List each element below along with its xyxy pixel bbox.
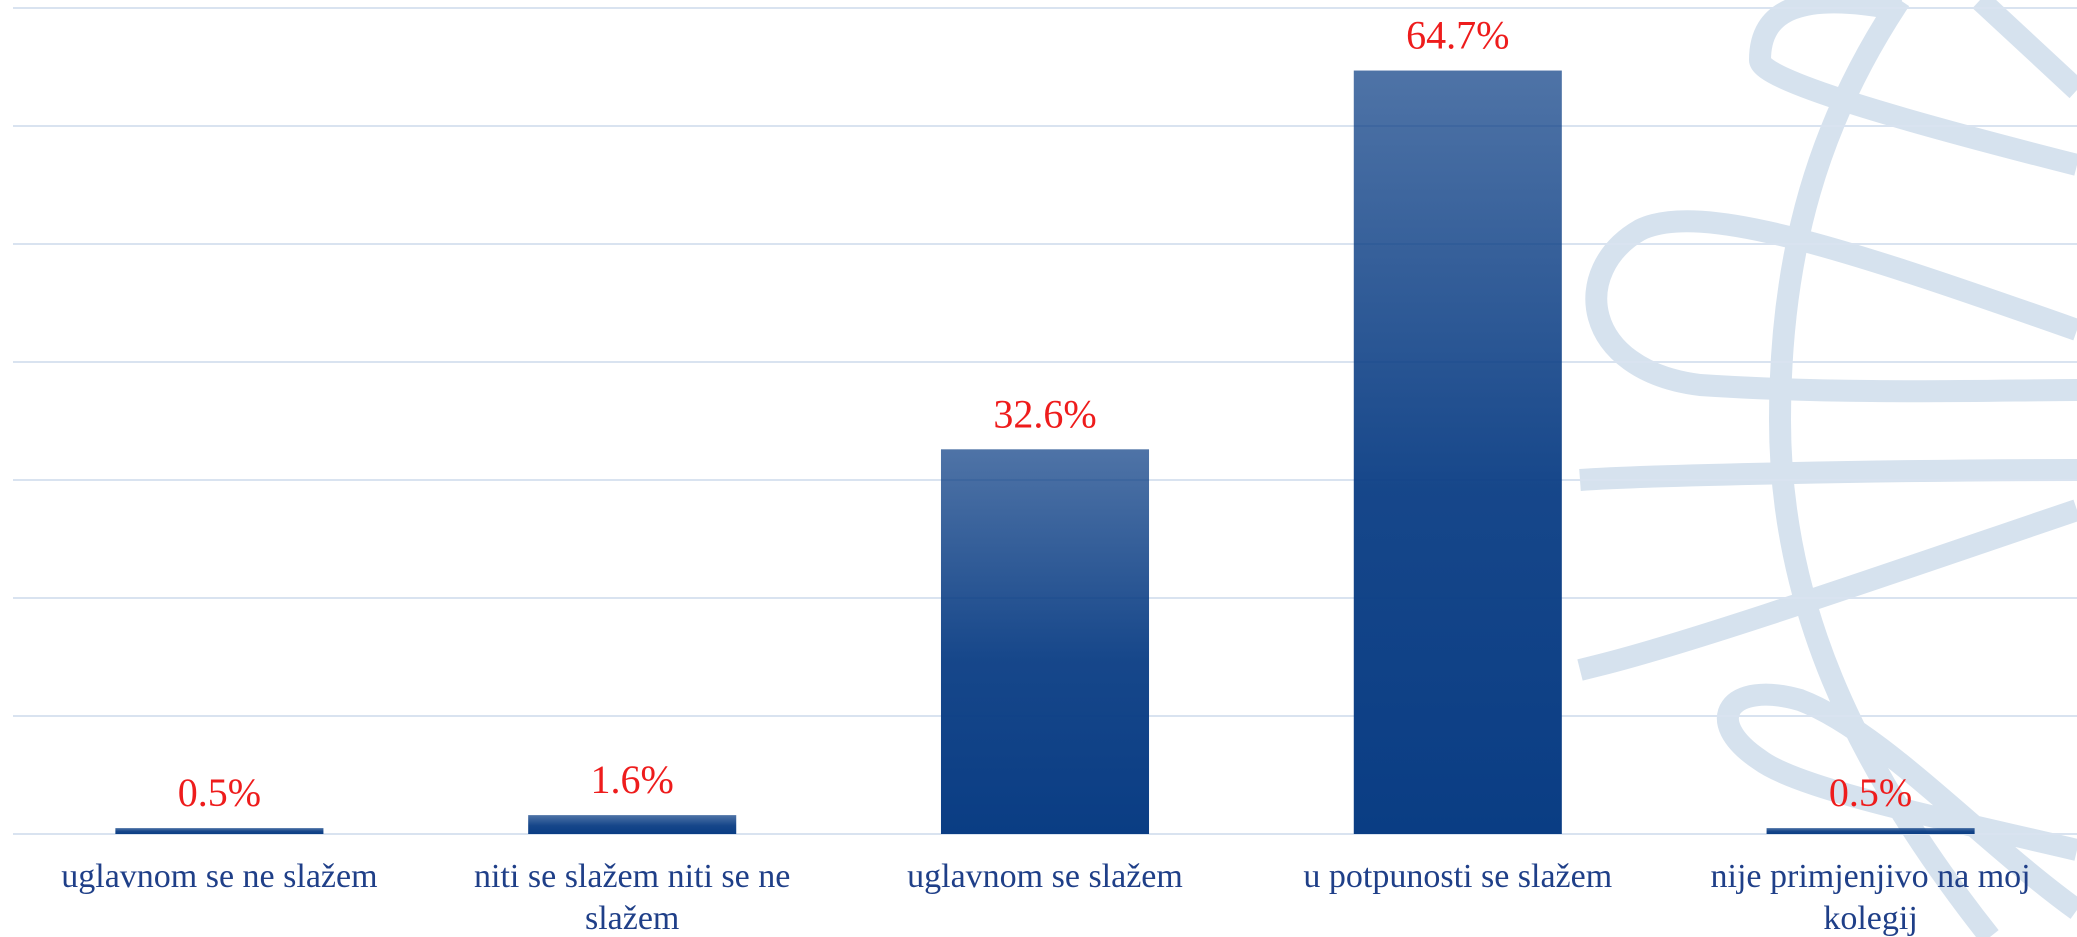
value-label: 64.7%: [1406, 13, 1509, 58]
value-label: 0.5%: [1829, 770, 1912, 815]
value-label: 0.5%: [178, 770, 261, 815]
bar: [1767, 828, 1975, 834]
value-label: 1.6%: [591, 757, 674, 802]
x-tick-label: niti se slažem niti se ne slažem: [436, 856, 829, 937]
value-label: 32.6%: [993, 391, 1096, 436]
x-tick-label: uglavnom se ne slažem: [23, 856, 416, 898]
bar: [115, 828, 323, 834]
x-tick-label: nije primjenjivo na moj kolegij: [1674, 856, 2067, 937]
x-tick-label: uglavnom se slažem: [849, 856, 1242, 898]
chart-page: 0.5% 1.6% 32.6% 64.7% 0.5% uglavnom se ne sl…: [0, 0, 2077, 937]
x-tick-label: u potpunosti se slažem: [1261, 856, 1654, 898]
chart: 0.5% 1.6% 32.6% 64.7% 0.5%: [0, 0, 2077, 937]
bar: [941, 449, 1149, 834]
bar: [1354, 71, 1562, 834]
bar: [528, 815, 736, 834]
